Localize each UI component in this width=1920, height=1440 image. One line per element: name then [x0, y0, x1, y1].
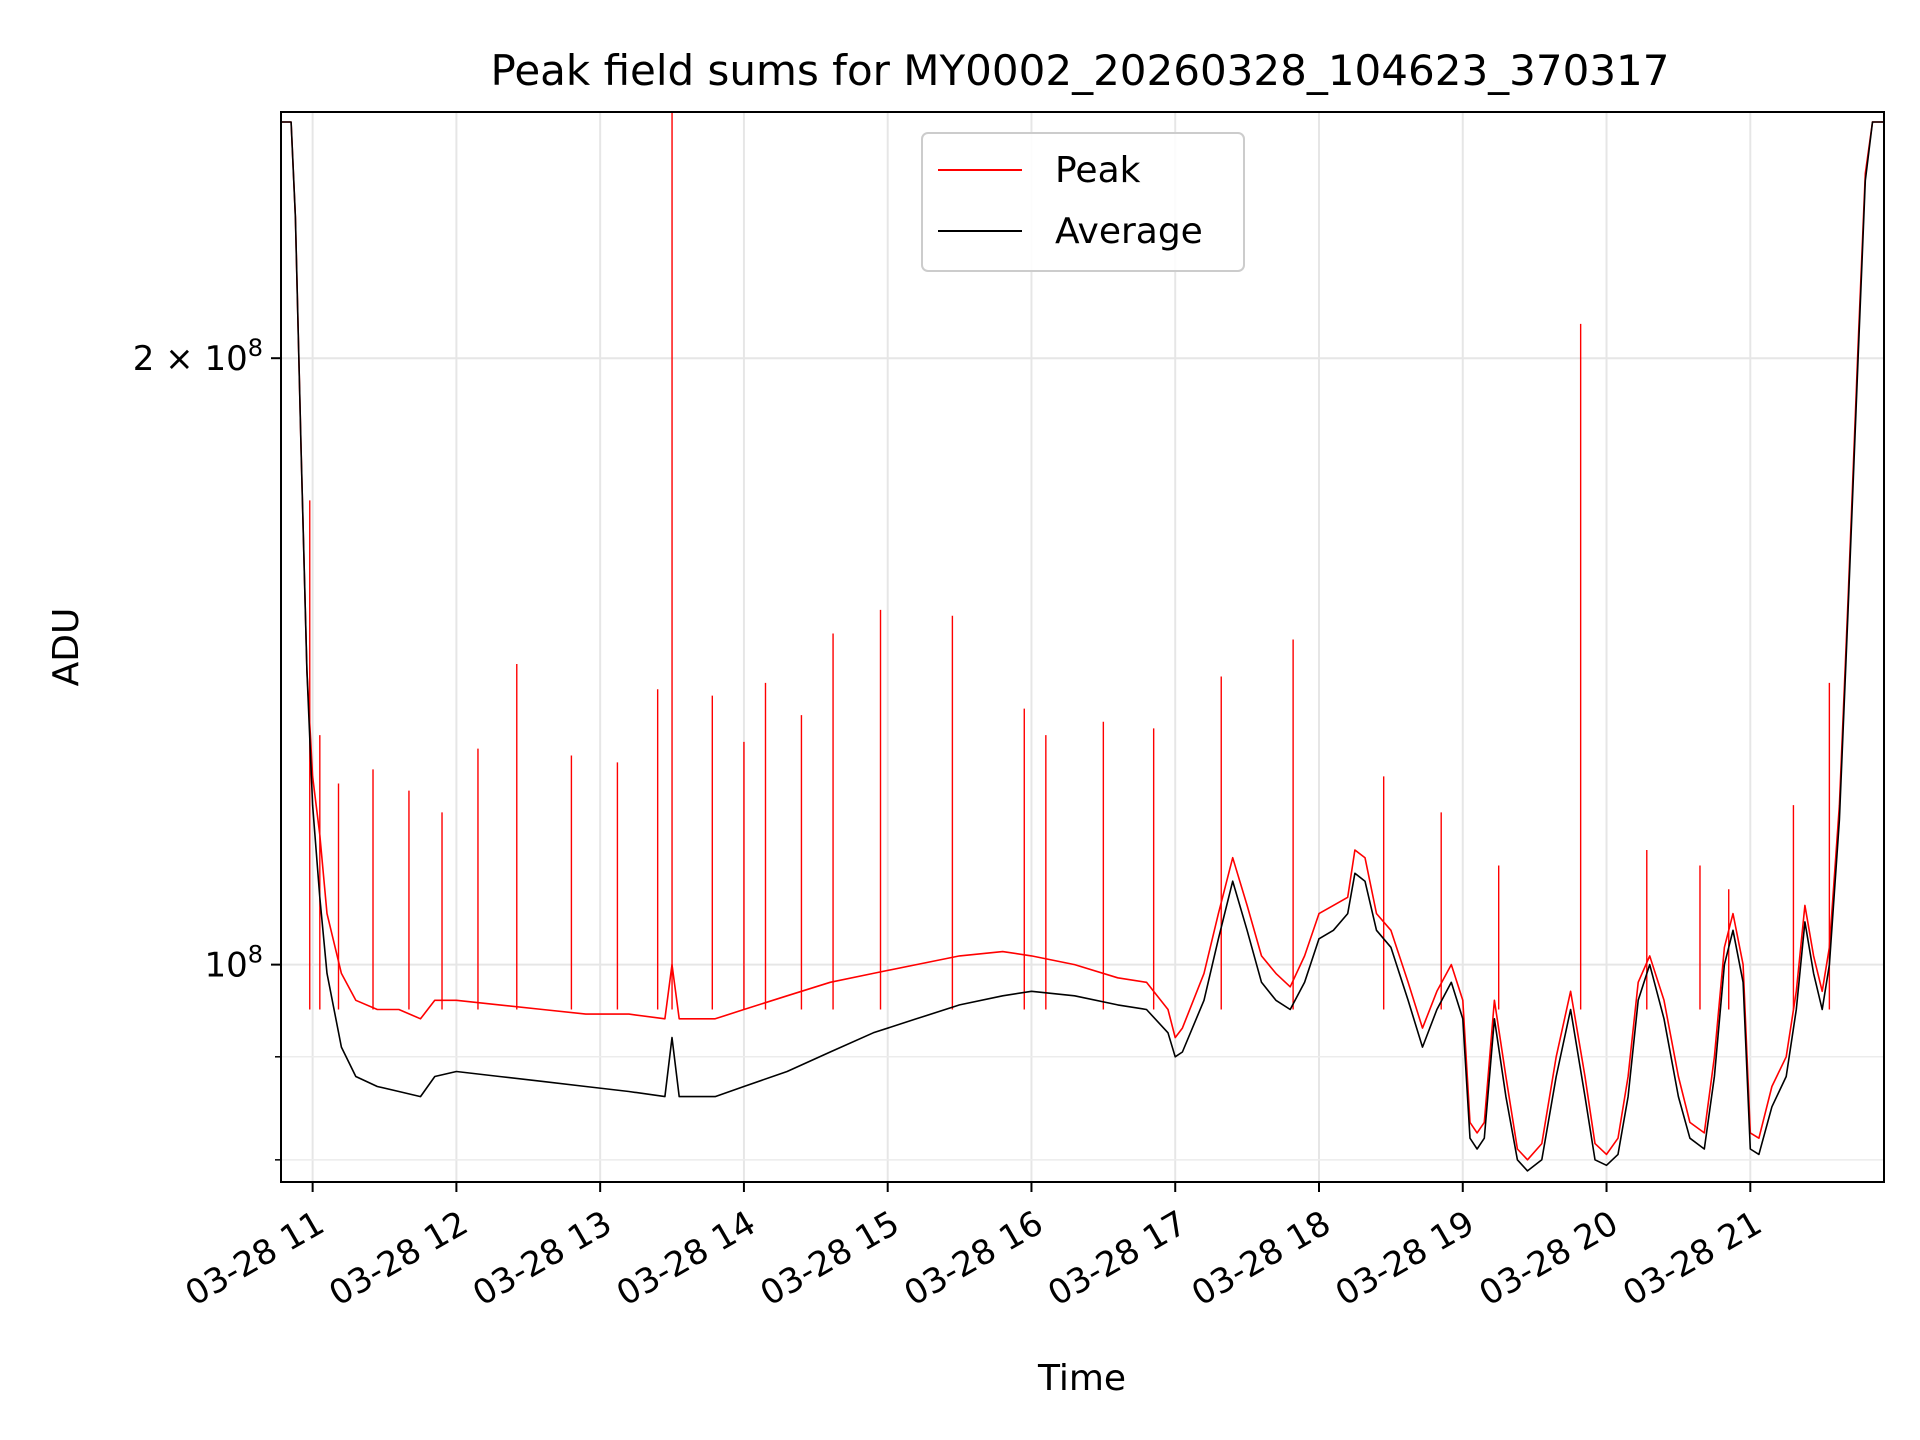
series-line-average: [281, 121, 1884, 1172]
y-axis-label: ADU: [46, 608, 87, 687]
legend-box: [921, 132, 1245, 272]
legend-label-average: Average: [1055, 211, 1203, 252]
series-line-peak: [281, 121, 1884, 1161]
y-tick-label: 108: [204, 941, 263, 986]
plot-area: [280, 111, 1885, 1183]
axes-frame: [280, 111, 1885, 1183]
legend-label-peak: Peak: [1055, 150, 1141, 191]
series-layer: [281, 112, 1884, 1172]
grid: [281, 112, 1884, 1182]
x-axis-label: Time: [1037, 1358, 1126, 1399]
y-axis: 108 2 × 108: [133, 334, 281, 1161]
chart-title: Peak field sums for MY0002_20260328_1046…: [490, 46, 1669, 95]
y-tick-label: 2 × 108: [133, 334, 263, 379]
legend: Peak Average: [921, 132, 1245, 272]
